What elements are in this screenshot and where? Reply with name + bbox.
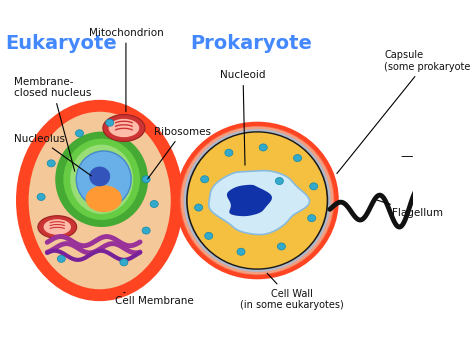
Ellipse shape <box>55 132 148 227</box>
Text: Ribosomes: Ribosomes <box>148 126 211 179</box>
Ellipse shape <box>225 149 233 156</box>
Text: —: — <box>401 150 413 163</box>
Ellipse shape <box>308 215 316 222</box>
Ellipse shape <box>76 151 131 208</box>
Text: Membrane-
closed nucleus: Membrane- closed nucleus <box>14 77 91 171</box>
Ellipse shape <box>178 124 337 277</box>
Ellipse shape <box>109 119 139 137</box>
Ellipse shape <box>181 127 334 274</box>
Ellipse shape <box>44 219 71 235</box>
Polygon shape <box>209 171 310 235</box>
Ellipse shape <box>188 132 327 268</box>
Ellipse shape <box>38 216 77 238</box>
Ellipse shape <box>205 232 213 239</box>
Ellipse shape <box>120 259 128 266</box>
Text: Nucleolus: Nucleolus <box>14 133 91 176</box>
Ellipse shape <box>37 193 45 201</box>
Ellipse shape <box>75 130 83 137</box>
Ellipse shape <box>28 112 171 289</box>
Ellipse shape <box>183 129 331 272</box>
Text: Eukaryote: Eukaryote <box>5 34 117 53</box>
Text: Mitochondrion: Mitochondrion <box>89 28 164 112</box>
Ellipse shape <box>277 243 285 250</box>
Text: Nucleoid: Nucleoid <box>220 70 266 165</box>
Text: Capsule
(some prokaryote: Capsule (some prokaryote <box>337 50 471 174</box>
Ellipse shape <box>293 154 301 162</box>
Ellipse shape <box>89 166 110 186</box>
Ellipse shape <box>201 176 209 183</box>
Ellipse shape <box>23 107 176 294</box>
Polygon shape <box>227 185 272 216</box>
Ellipse shape <box>186 131 328 270</box>
Ellipse shape <box>47 160 55 167</box>
Ellipse shape <box>142 227 150 234</box>
Ellipse shape <box>106 119 114 126</box>
Ellipse shape <box>70 144 133 214</box>
Ellipse shape <box>64 138 140 220</box>
Ellipse shape <box>142 176 150 183</box>
Ellipse shape <box>259 144 267 151</box>
Ellipse shape <box>310 183 318 190</box>
Ellipse shape <box>275 178 283 185</box>
Ellipse shape <box>150 201 158 208</box>
Text: Prokaryote: Prokaryote <box>190 34 312 53</box>
Text: Cell Membrane: Cell Membrane <box>115 293 193 306</box>
Ellipse shape <box>194 204 203 211</box>
Ellipse shape <box>103 115 145 141</box>
Text: Cell Wall
(in some eukaryotes): Cell Wall (in some eukaryotes) <box>240 273 343 310</box>
Ellipse shape <box>85 185 122 212</box>
Ellipse shape <box>57 255 65 262</box>
Text: Flagellum: Flagellum <box>377 200 444 218</box>
Ellipse shape <box>237 248 245 255</box>
